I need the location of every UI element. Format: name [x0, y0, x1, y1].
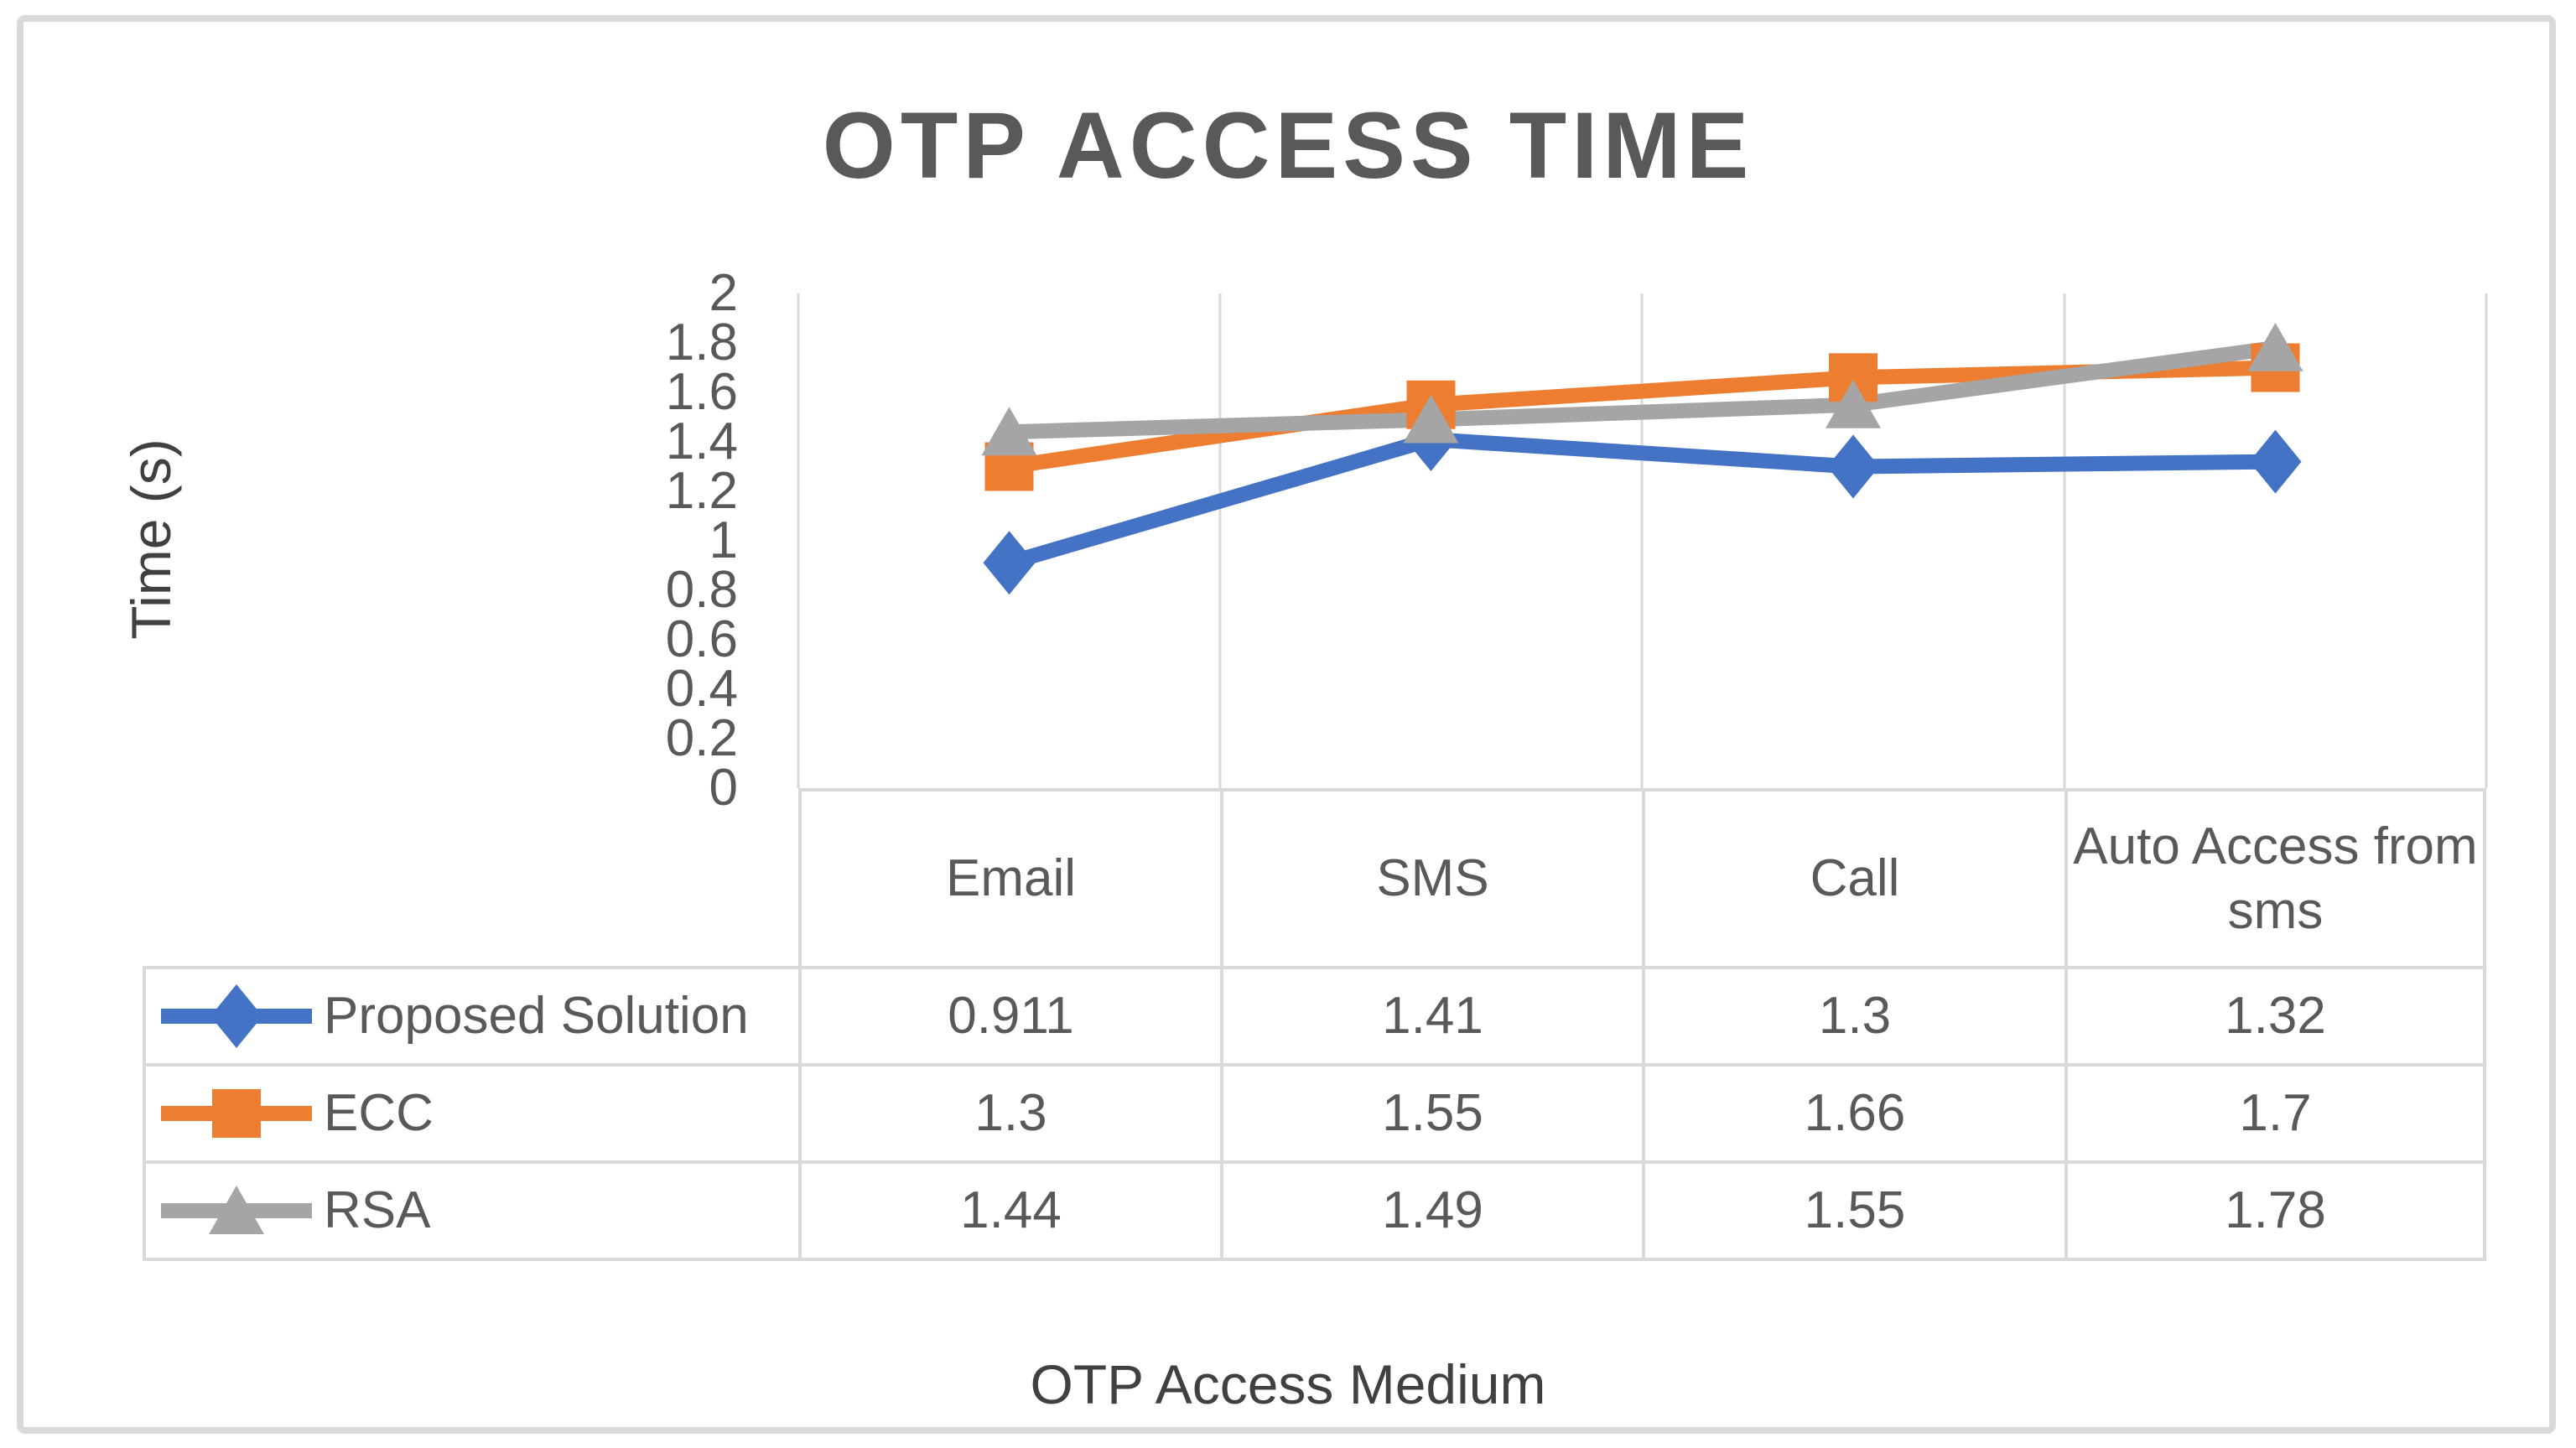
value-text: 1.3 — [974, 1084, 1047, 1143]
value-text: 0.911 — [948, 987, 1074, 1046]
series-marker-diamond — [2249, 429, 2302, 494]
series-line-diamond — [1001, 432, 2283, 571]
data-table: Email SMS Call Auto Access from sms Proposed… — [143, 788, 2486, 1261]
y-tick-label: 1 — [709, 511, 738, 569]
category-header-cell: SMS — [1220, 788, 1642, 969]
y-axis-title: Time (s) — [120, 439, 182, 640]
series-marker-triangle — [981, 407, 1037, 456]
series-marker-triangle — [2247, 322, 2303, 371]
legend-cell: Proposed Solution — [143, 969, 798, 1067]
category-header-cell: Call — [1642, 788, 2064, 969]
table-value-cell: 1.49 — [1220, 1164, 1642, 1261]
table-value-cell: 1.55 — [1220, 1067, 1642, 1164]
y-tick-label: 1.6 — [665, 363, 738, 421]
category-label: Auto Access from sms — [2073, 817, 2478, 941]
table-value-cell: 1.32 — [2064, 969, 2486, 1067]
category-label: Call — [1810, 849, 1900, 908]
y-tick-label: 0.8 — [665, 561, 738, 619]
value-text: 1.44 — [960, 1181, 1062, 1240]
y-tick-label: 0 — [709, 759, 738, 817]
category-label: Email — [945, 849, 1077, 908]
value-text: 1.3 — [1818, 987, 1892, 1046]
value-text: 1.49 — [1382, 1181, 1483, 1240]
legend-marker-square — [212, 1089, 261, 1138]
series-name: Proposed Solution — [324, 987, 749, 1046]
table-value-cell: 1.44 — [798, 1164, 1220, 1261]
table-value-cell: 1.41 — [1220, 969, 1642, 1067]
legend-key-square-icon — [161, 1089, 312, 1138]
category-header-cell: Auto Access from sms — [2064, 788, 2486, 969]
value-text: 1.78 — [2225, 1181, 2326, 1240]
value-text: 1.55 — [1382, 1084, 1483, 1143]
legend-marker-diamond — [210, 984, 262, 1048]
table-value-cell: 1.55 — [1642, 1164, 2064, 1261]
table-value-cell: 1.3 — [798, 1067, 1220, 1164]
chart-title: OTP ACCESS TIME — [822, 93, 1754, 198]
table-value-cell: 1.66 — [1642, 1067, 2064, 1164]
table-value-cell: 1.3 — [1642, 969, 2064, 1067]
legend-key-triangle-icon — [161, 1186, 312, 1234]
value-text: 1.41 — [1382, 987, 1483, 1046]
table-value-cell: 0.911 — [798, 969, 1220, 1067]
y-tick-label: 1.4 — [665, 413, 738, 470]
value-text: 1.32 — [2225, 987, 2326, 1046]
legend-marker-triangle — [209, 1186, 264, 1234]
y-tick-label: 0.2 — [665, 709, 738, 767]
y-tick-label: 1.2 — [665, 462, 738, 520]
legend-header-cell — [143, 788, 798, 969]
category-label: SMS — [1376, 849, 1489, 908]
y-tick-label: 0.6 — [665, 610, 738, 668]
series-name: RSA — [324, 1181, 431, 1240]
series-marker-triangle — [1403, 394, 1459, 444]
series-line-triangle — [1001, 340, 2283, 440]
x-axis-title: OTP Access Medium — [1030, 1353, 1546, 1415]
y-tick-label: 1.8 — [665, 314, 738, 371]
y-tick-label: 2 — [709, 264, 738, 322]
category-header-cell: Email — [798, 788, 1220, 969]
legend-cell: ECC — [143, 1067, 798, 1164]
series-marker-diamond — [1827, 434, 1879, 499]
legend-cell: RSA — [143, 1164, 798, 1261]
table-value-cell: 1.7 — [2064, 1067, 2486, 1164]
y-tick-label: 0.4 — [665, 660, 738, 718]
legend-key-diamond-icon — [161, 984, 312, 1048]
table-value-cell: 1.78 — [2064, 1164, 2486, 1261]
series-marker-triangle — [1826, 379, 1881, 428]
series-name: ECC — [324, 1084, 434, 1143]
plot-area — [797, 293, 2488, 788]
value-text: 1.55 — [1804, 1181, 1906, 1240]
series-marker-diamond — [983, 531, 1036, 595]
value-text: 1.66 — [1804, 1084, 1906, 1143]
value-text: 1.7 — [2239, 1084, 2312, 1143]
